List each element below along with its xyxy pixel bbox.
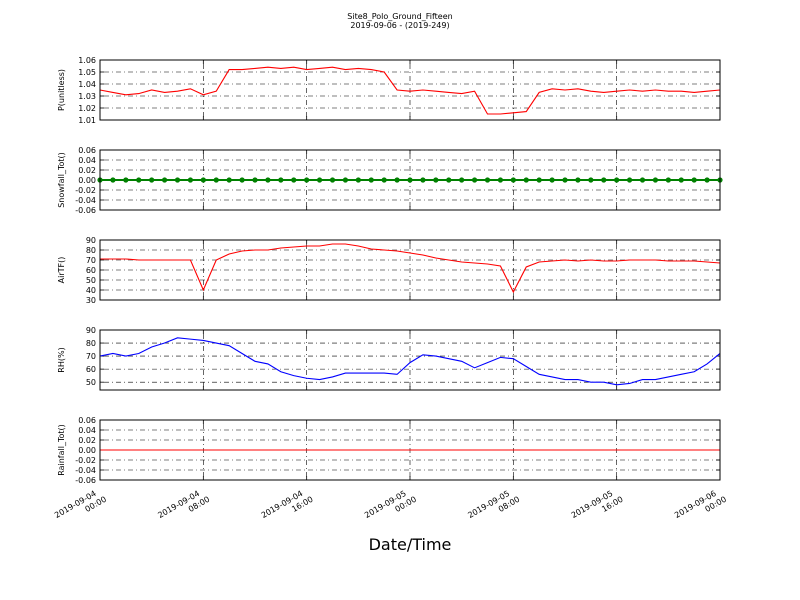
y-tick-label: -0.04 <box>75 196 96 205</box>
y-axis-label: Rainfall_Tot() <box>57 424 66 476</box>
y-tick-label: -0.04 <box>75 466 96 475</box>
data-point <box>691 177 697 183</box>
data-point <box>510 177 516 183</box>
y-tick-label: -0.02 <box>75 456 96 465</box>
y-tick-label: -0.06 <box>75 206 96 215</box>
y-tick-label: 1.03 <box>78 92 96 101</box>
y-tick-label: 70 <box>86 256 96 265</box>
y-tick-label: -0.02 <box>75 186 96 195</box>
plot-frame <box>99 239 721 301</box>
data-point <box>316 177 323 183</box>
data-point <box>433 177 439 183</box>
y-tick-label: 0.02 <box>78 166 96 175</box>
y-tick-label: 80 <box>86 246 96 255</box>
y-tick-label: 70 <box>86 352 96 361</box>
plot-frame <box>99 329 721 391</box>
data-point <box>407 177 413 183</box>
y-tick-label: 30 <box>86 296 96 305</box>
data-point <box>174 177 181 183</box>
y-tick-label: 90 <box>86 326 96 335</box>
data-point <box>484 177 491 183</box>
y-tick-label: 0.02 <box>78 436 96 445</box>
data-line <box>99 337 721 386</box>
plot-frame <box>99 419 721 481</box>
data-point <box>226 177 232 183</box>
data-point <box>239 177 245 183</box>
data-point <box>149 177 155 183</box>
data-point <box>601 177 607 183</box>
data-point <box>394 177 400 183</box>
data-point <box>471 177 478 183</box>
y-tick-label: 80 <box>86 339 96 348</box>
y-axis-label: P(unitless) <box>57 69 66 111</box>
y-tick-label: 1.05 <box>78 68 96 77</box>
y-tick-label: 1.06 <box>78 56 96 65</box>
data-point <box>497 177 504 183</box>
data-point <box>704 177 710 183</box>
y-axis-label: Snowfall_Tot() <box>57 152 66 208</box>
chart-subtitle: 2019-09-06 - (2019-249) <box>350 21 449 30</box>
y-tick-label: -0.06 <box>75 476 96 485</box>
y-tick-label: 0.06 <box>78 416 96 425</box>
data-point <box>265 177 271 183</box>
data-point <box>549 177 555 183</box>
y-axis-label: RH(%) <box>57 347 66 372</box>
data-point <box>446 177 452 183</box>
y-tick-label: 60 <box>86 365 96 374</box>
y-tick-label: 1.02 <box>78 104 96 113</box>
data-point <box>110 177 116 183</box>
data-point <box>523 177 529 183</box>
data-point <box>626 177 633 183</box>
y-tick-label: 1.01 <box>78 116 96 125</box>
data-point <box>355 177 361 183</box>
data-point <box>200 177 206 183</box>
data-point <box>304 177 310 183</box>
data-line <box>100 243 721 294</box>
y-tick-label: 0.00 <box>78 446 96 455</box>
data-point <box>639 177 646 183</box>
data-point <box>614 177 620 183</box>
y-tick-label: 0.04 <box>78 426 96 435</box>
y-tick-label: 40 <box>86 286 96 295</box>
y-tick-label: 0.04 <box>78 156 96 165</box>
data-point <box>562 177 568 183</box>
data-point <box>252 177 258 183</box>
data-point <box>329 177 336 183</box>
data-point <box>588 177 594 183</box>
data-point <box>381 177 387 183</box>
y-tick-label: 0.00 <box>78 176 96 185</box>
data-point <box>368 177 374 183</box>
plot-frame <box>99 59 721 121</box>
data-point <box>136 177 142 183</box>
data-point <box>652 177 659 183</box>
data-point <box>187 177 194 183</box>
data-point <box>575 177 581 183</box>
plot-frame <box>99 149 721 211</box>
data-point <box>342 177 349 183</box>
data-point <box>536 177 542 183</box>
data-point <box>459 177 465 183</box>
data-point <box>291 177 297 183</box>
data-point <box>420 177 426 183</box>
y-tick-label: 50 <box>86 378 96 387</box>
y-tick-label: 90 <box>86 236 96 245</box>
data-point <box>665 177 671 183</box>
data-point <box>213 177 219 183</box>
y-tick-label: 1.04 <box>78 80 96 89</box>
data-point <box>278 177 284 183</box>
x-axis-label: Date/Time <box>369 535 452 554</box>
data-point <box>123 177 129 183</box>
data-line <box>99 66 721 115</box>
data-point <box>678 177 684 183</box>
chart-title: Site8_Polo_Ground_Fifteen <box>347 12 452 21</box>
y-tick-label: 50 <box>86 276 96 285</box>
y-tick-label: 0.06 <box>78 146 96 155</box>
y-tick-label: 60 <box>86 266 96 275</box>
y-axis-label: AirTF() <box>57 257 66 284</box>
data-point <box>161 177 168 183</box>
